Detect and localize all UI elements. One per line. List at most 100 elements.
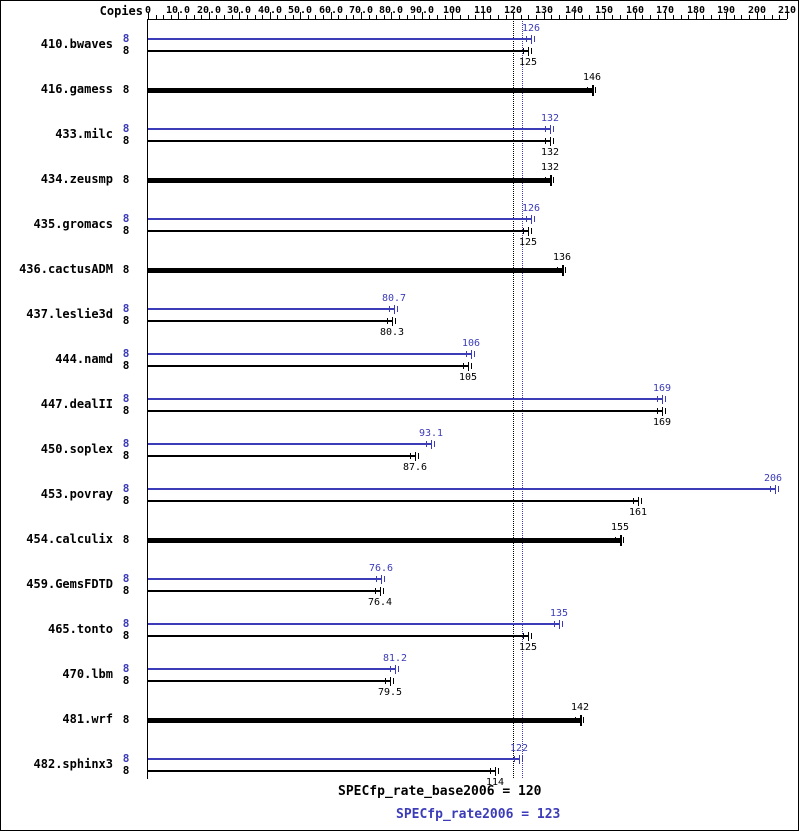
- bar-end-cap: [392, 317, 393, 326]
- run-tick: [389, 306, 390, 312]
- bar-base: [148, 635, 528, 637]
- bar-peak: [148, 128, 550, 130]
- bar-end-cap: [528, 632, 529, 641]
- bar-base: [148, 230, 528, 232]
- run-tick: [531, 633, 532, 639]
- axis-major-tick: [635, 12, 636, 19]
- axis-tick-label: 160: [625, 5, 645, 16]
- bar-peak: [148, 218, 531, 220]
- axis-tick-label: 170: [655, 5, 675, 16]
- axis-major-tick: [604, 12, 605, 19]
- axis-tick-label: 60.0: [318, 5, 344, 16]
- axis-minor-tick: [171, 15, 172, 19]
- axis-minor-tick: [673, 15, 674, 19]
- run-tick: [554, 621, 555, 627]
- axis-minor-tick: [285, 15, 286, 19]
- bar-end-cap: [662, 395, 663, 404]
- axis-minor-tick: [315, 15, 316, 19]
- axis-minor-tick: [460, 15, 461, 19]
- run-tick: [418, 453, 419, 459]
- axis-minor-tick: [719, 15, 720, 19]
- bar-peak: [148, 488, 775, 490]
- copies-label: 8: [122, 404, 130, 417]
- bar-base: [148, 455, 415, 457]
- copies-label: 8: [122, 629, 130, 642]
- axis-minor-tick: [186, 15, 187, 19]
- bar-base: [148, 50, 528, 52]
- axis-minor-tick: [642, 15, 643, 19]
- bar-value-label: 81.2: [382, 653, 408, 664]
- bar-value-label: 169: [652, 383, 672, 394]
- run-tick: [398, 666, 399, 672]
- axis-minor-tick: [711, 15, 712, 19]
- run-tick: [526, 216, 527, 222]
- axis-major-tick: [696, 12, 697, 19]
- axis-minor-tick: [353, 15, 354, 19]
- run-tick: [463, 363, 464, 369]
- run-tick: [466, 351, 467, 357]
- axis-tick-label: 0: [144, 5, 152, 16]
- axis-minor-tick: [247, 15, 248, 19]
- bar-end-cap: [431, 440, 432, 449]
- run-tick: [390, 666, 391, 672]
- run-tick: [545, 138, 546, 144]
- bar-end-cap: [415, 452, 416, 461]
- axis-minor-tick: [156, 15, 157, 19]
- axis-minor-tick: [772, 15, 773, 19]
- bar-end-cap: [775, 485, 776, 494]
- axis-minor-tick: [369, 15, 370, 19]
- copies-label: 8: [122, 359, 130, 372]
- bar-base: [148, 590, 380, 592]
- axis-tick-label: 100: [442, 5, 462, 16]
- bar-end-cap: [531, 215, 532, 224]
- copies-label: 8: [122, 173, 130, 186]
- bar-value-label: 146: [582, 72, 602, 83]
- bar-value-label: 125: [518, 237, 538, 248]
- run-tick: [522, 756, 523, 762]
- axis-minor-tick: [764, 15, 765, 19]
- axis-minor-tick: [536, 15, 537, 19]
- run-tick: [641, 498, 642, 504]
- axis-major-tick: [391, 12, 392, 19]
- bar-base: [148, 140, 550, 142]
- run-tick: [615, 537, 616, 543]
- axis-minor-tick: [658, 15, 659, 19]
- axis-major-tick: [452, 12, 453, 19]
- copies-label: 8: [122, 482, 130, 495]
- bar-end-cap: [550, 175, 552, 186]
- axis-minor-tick: [468, 15, 469, 19]
- bar-end-cap: [638, 497, 639, 506]
- axis-major-tick: [665, 12, 666, 19]
- bar-basepeak: [148, 178, 550, 183]
- benchmark-label: 470.lbm: [62, 667, 113, 681]
- run-tick: [778, 486, 779, 492]
- bar-peak: [148, 443, 431, 445]
- bar-value-label: 136: [552, 252, 572, 263]
- benchmark-label: 410.bwaves: [40, 37, 113, 51]
- run-tick: [397, 306, 398, 312]
- axis-major-tick: [209, 12, 210, 19]
- bar-end-cap: [580, 715, 582, 726]
- run-tick: [410, 453, 411, 459]
- bar-value-label: 105: [458, 372, 478, 383]
- axis-minor-tick: [620, 15, 621, 19]
- axis-major-tick: [300, 12, 301, 19]
- bar-end-cap: [519, 755, 520, 764]
- axis-minor-tick: [650, 15, 651, 19]
- bar-base: [148, 680, 390, 682]
- base-summary-label: SPECfp_rate_base2006 = 120: [338, 784, 542, 799]
- bar-base: [148, 500, 638, 502]
- benchmark-label: 450.soplex: [40, 442, 113, 456]
- axis-tick-label: 190: [716, 5, 736, 16]
- bar-value-label: 169: [652, 417, 672, 428]
- axis-tick-label: 80.0: [378, 5, 404, 16]
- bar-peak: [148, 308, 394, 310]
- run-tick: [587, 87, 588, 93]
- copies-label: 8: [122, 392, 130, 405]
- bar-end-cap: [528, 47, 529, 56]
- run-tick: [474, 351, 475, 357]
- axis-minor-tick: [779, 15, 780, 19]
- bar-peak: [148, 758, 519, 760]
- axis-line: [147, 19, 787, 20]
- bar-basepeak: [148, 268, 562, 273]
